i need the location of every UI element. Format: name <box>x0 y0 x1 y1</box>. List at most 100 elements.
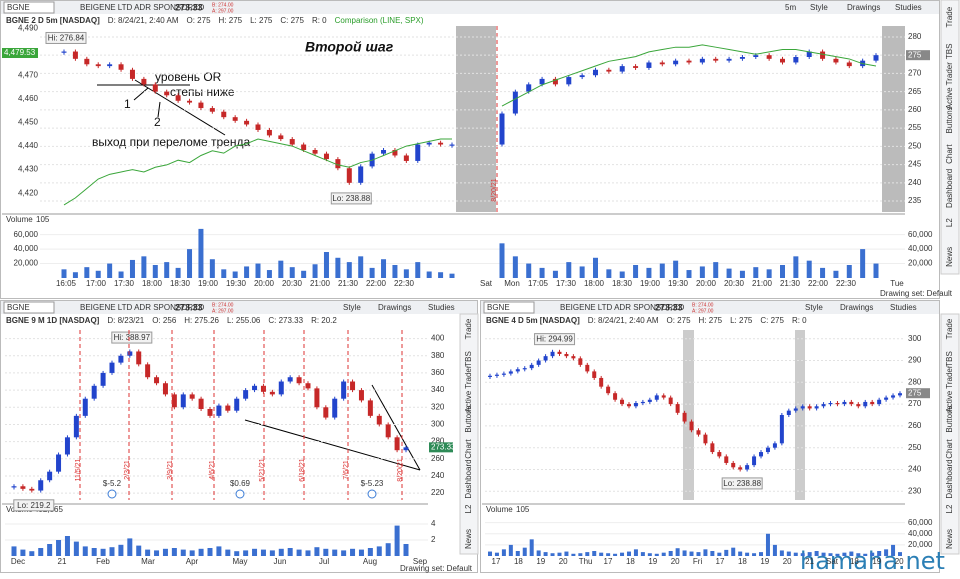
y-tick-label: 300 <box>431 420 445 429</box>
candle <box>846 62 852 67</box>
trend-line <box>371 384 421 471</box>
candle <box>225 405 231 411</box>
candle <box>713 58 719 61</box>
extreme-label: Hi: 276.84 <box>48 34 85 43</box>
y-tick-label: 250 <box>908 141 922 150</box>
sidebar-tab[interactable]: TBS <box>464 351 473 367</box>
x-tick-label: 19:30 <box>226 279 247 288</box>
extreme-box <box>111 331 153 344</box>
studies-button[interactable]: Studies <box>428 303 455 312</box>
candle <box>898 393 902 396</box>
sidebar-tab[interactable]: Dashboard <box>945 169 954 208</box>
volume-bar <box>91 548 97 556</box>
candle <box>536 360 541 365</box>
x-tick-label: 21:30 <box>338 279 359 288</box>
style-button[interactable]: Style <box>343 303 361 312</box>
candle <box>835 403 840 405</box>
drawings-button[interactable]: Drawings <box>847 3 880 12</box>
candle <box>403 447 409 451</box>
x-tick-label: Aug <box>363 557 377 566</box>
sidebar-tab[interactable]: Trade <box>464 318 473 339</box>
studies-button[interactable]: Studies <box>895 3 922 12</box>
candle <box>244 120 250 125</box>
sidebar-tab[interactable]: Active Trader <box>945 62 954 109</box>
candle <box>171 394 177 408</box>
style-button[interactable]: Style <box>805 303 823 312</box>
sidebar-tab[interactable]: Buttons <box>945 405 954 432</box>
sidebar-tab[interactable]: TBS <box>945 351 954 367</box>
candle <box>515 369 520 372</box>
volume-bar <box>863 553 868 556</box>
volume-bar <box>95 270 101 278</box>
symbol-box[interactable] <box>3 301 55 314</box>
x-tick-label: 20 <box>671 557 680 566</box>
interval[interactable]: 5m <box>785 3 796 12</box>
candle <box>127 351 133 356</box>
x-tick-label: 17:30 <box>556 279 577 288</box>
sidebar-tab[interactable]: Trade <box>945 6 954 27</box>
y-tick-label: 245 <box>908 160 922 169</box>
y-tick-label: 240 <box>908 465 922 474</box>
volume-bar <box>779 550 784 556</box>
volume-bar <box>118 544 124 556</box>
candle <box>884 397 889 400</box>
candle <box>189 394 195 399</box>
x-tick-label: 17:30 <box>114 279 135 288</box>
candle <box>499 113 505 145</box>
sidebar-tab[interactable]: L2 <box>464 504 473 513</box>
volume-tick-label: 60,000 <box>14 230 39 239</box>
candle <box>579 75 585 78</box>
sidebar-tab[interactable]: Active Trader <box>945 365 954 412</box>
sidebar-tab[interactable]: TBS <box>945 44 954 60</box>
style-button[interactable]: Style <box>810 3 828 12</box>
x-tick-label: Jun <box>274 557 287 566</box>
sidebar-tab[interactable]: L2 <box>945 504 954 513</box>
earnings-icon[interactable] <box>235 489 245 499</box>
symbol-box[interactable] <box>483 301 535 314</box>
drawings-button[interactable]: Drawings <box>378 303 411 312</box>
sidebar-tab[interactable]: News <box>945 529 954 549</box>
volume-bar <box>753 267 759 278</box>
ask: A: 297.00 <box>212 308 234 314</box>
x-tick-label: Mon <box>504 279 520 288</box>
y-tick-label: 360 <box>431 368 445 377</box>
sidebar-tab[interactable]: News <box>945 247 954 267</box>
sidebar-tab[interactable]: Chart <box>945 144 954 164</box>
earnings-icon[interactable] <box>107 489 117 499</box>
volume-bar <box>828 553 833 556</box>
sidebar-tab[interactable]: Chart <box>464 438 473 458</box>
sidebar-tab[interactable]: Buttons <box>945 106 954 133</box>
volume-bar <box>305 550 311 556</box>
symbol: BGNE <box>7 3 30 12</box>
sidebar-tab[interactable]: News <box>464 529 473 549</box>
sidebar-tab[interactable]: Trade <box>945 318 954 339</box>
sidebar-tab[interactable]: Chart <box>945 438 954 458</box>
date-mark: 2/3/21 <box>124 460 131 480</box>
chart-header: O: 275 <box>187 16 212 25</box>
drawings-button[interactable]: Drawings <box>840 303 873 312</box>
candle <box>710 443 715 453</box>
x-tick-label: 18 <box>850 557 859 566</box>
candle <box>512 91 518 114</box>
sidebar-tab[interactable]: Dashboard <box>464 459 473 498</box>
volume-tick-label: 4 <box>431 519 436 528</box>
volume-bar <box>759 552 764 556</box>
last-price: 273.33 <box>655 302 683 312</box>
candle <box>539 78 545 85</box>
earnings-icon[interactable] <box>367 489 377 499</box>
sidebar-tab[interactable]: L2 <box>945 218 954 227</box>
volume-bar <box>891 544 896 556</box>
candle <box>606 386 611 394</box>
extreme-label: Hi: 294.99 <box>536 335 573 344</box>
volume-bar <box>539 267 545 278</box>
volume-bar <box>20 549 26 556</box>
sidebar-tab[interactable]: Active Trader <box>464 365 473 412</box>
studies-button[interactable]: Studies <box>890 303 917 312</box>
candle <box>689 421 694 431</box>
sidebar-tab[interactable]: Dashboard <box>945 459 954 498</box>
volume-bar <box>806 260 812 278</box>
symbol-box[interactable] <box>3 1 55 14</box>
sidebar-tab[interactable]: Buttons <box>464 405 473 432</box>
x-tick-label: 22:30 <box>394 279 415 288</box>
volume-bar <box>793 256 799 278</box>
